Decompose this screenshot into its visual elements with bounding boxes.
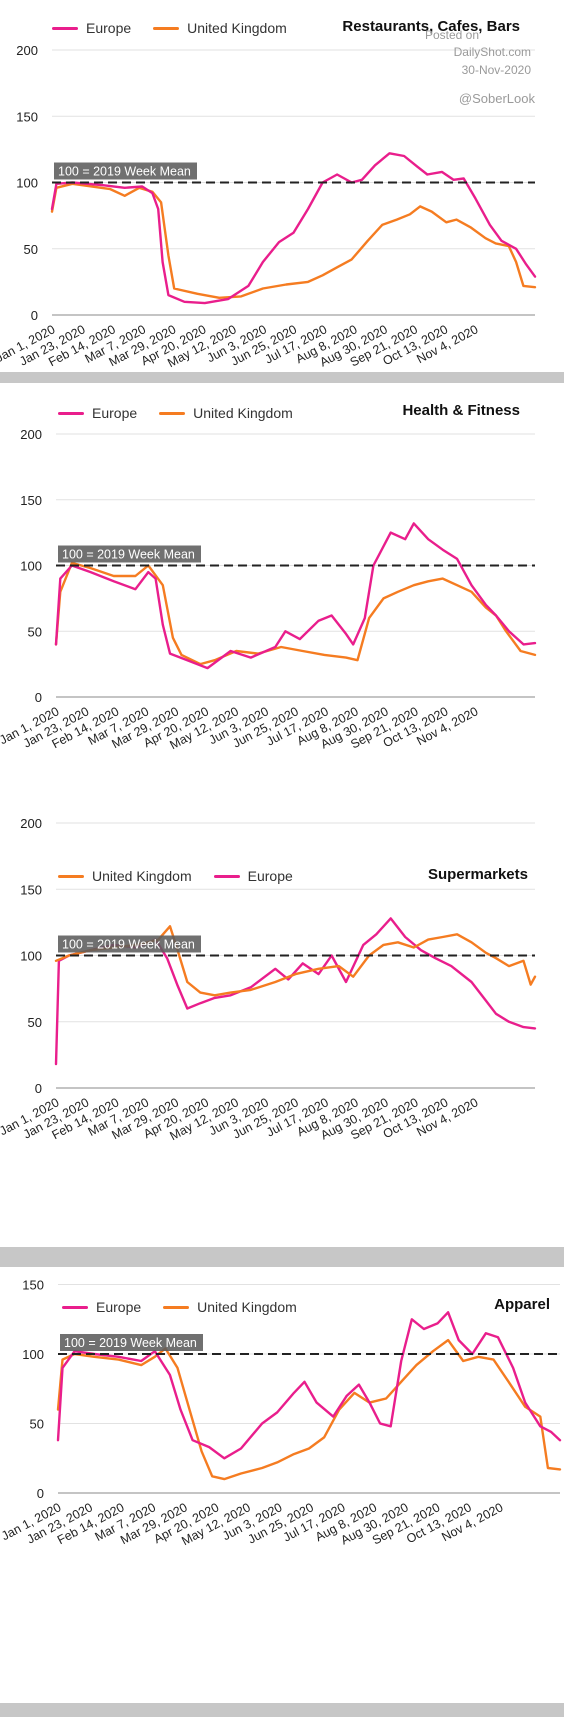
y-tick-label: 0 bbox=[35, 1081, 42, 1096]
reference-label-box bbox=[58, 545, 201, 563]
y-tick-label: 50 bbox=[28, 624, 42, 639]
y-tick-label: 100 bbox=[16, 176, 38, 191]
reference-label: 100 = 2019 Week Mean bbox=[64, 1336, 197, 1350]
series-line bbox=[56, 1338, 562, 1481]
legend-label: United Kingdom bbox=[187, 20, 287, 36]
reference-label: 100 = 2019 Week Mean bbox=[62, 938, 195, 952]
legend-item: United Kingdom bbox=[58, 868, 192, 884]
series-line bbox=[54, 522, 537, 670]
legend-label: United Kingdom bbox=[92, 868, 192, 884]
reference-label-box bbox=[54, 162, 197, 180]
chart-panel: Europe United Kingdom Health & Fitness 0… bbox=[0, 383, 564, 792]
separator bbox=[0, 372, 564, 383]
watermark-date: 30-Nov-2020 bbox=[461, 63, 531, 77]
y-tick-label: 100 bbox=[20, 949, 42, 964]
reference-label: 100 = 2019 Week Mean bbox=[62, 548, 195, 562]
reference-label-box bbox=[60, 1334, 203, 1351]
legend-swatch bbox=[153, 26, 180, 30]
legend-item: Europe bbox=[52, 20, 131, 36]
y-tick-label: 0 bbox=[35, 690, 42, 705]
y-tick-label: 100 bbox=[20, 559, 42, 574]
chart-legend: Europe United Kingdom bbox=[52, 20, 287, 36]
y-tick-label: 100 bbox=[22, 1347, 44, 1362]
chart-title: Supermarkets bbox=[427, 866, 528, 883]
chart-panel: Europe United Kingdom Restaurants, Cafes… bbox=[0, 0, 564, 372]
legend-label: Europe bbox=[247, 868, 293, 884]
series-line bbox=[54, 561, 537, 666]
y-tick-label: 150 bbox=[22, 1278, 44, 1293]
chart-legend: Europe United Kingdom bbox=[58, 405, 293, 421]
y-tick-label: 0 bbox=[37, 1486, 44, 1501]
y-tick-label: 0 bbox=[31, 308, 38, 323]
chart-legend: United Kingdom Europe bbox=[58, 868, 293, 884]
legend-swatch bbox=[58, 411, 84, 415]
legend-item: Europe bbox=[213, 868, 293, 884]
separator bbox=[0, 1703, 564, 1717]
reference-label-box bbox=[58, 935, 201, 953]
y-tick-label: 50 bbox=[24, 242, 38, 257]
legend-swatch bbox=[159, 411, 186, 415]
legend-swatch bbox=[163, 1305, 190, 1309]
y-tick-label: 200 bbox=[20, 816, 42, 831]
y-tick-label: 200 bbox=[20, 427, 42, 442]
legend-label: United Kingdom bbox=[197, 1299, 297, 1315]
chart-legend: Europe United Kingdom bbox=[62, 1299, 297, 1315]
y-tick-label: 50 bbox=[28, 1015, 42, 1030]
legend-item: United Kingdom bbox=[153, 20, 287, 36]
chart-title: Restaurants, Cafes, Bars bbox=[342, 18, 520, 35]
legend-label: Europe bbox=[92, 405, 138, 421]
legend-swatch bbox=[58, 874, 84, 878]
y-tick-label: 150 bbox=[20, 493, 42, 508]
reference-label: 100 = 2019 Week Mean bbox=[58, 165, 191, 179]
chart-panel: United Kingdom Europe Supermarkets 0 50 10… bbox=[0, 792, 564, 1247]
legend-item: United Kingdom bbox=[163, 1299, 297, 1315]
legend-swatch bbox=[52, 26, 78, 30]
series-line bbox=[56, 1311, 562, 1460]
y-tick-label: 150 bbox=[20, 882, 42, 897]
y-tick-label: 150 bbox=[16, 109, 38, 124]
legend-label: Europe bbox=[86, 20, 132, 36]
legend-label: United Kingdom bbox=[193, 405, 293, 421]
watermark-posted: Posted on bbox=[424, 28, 479, 42]
chart-panel: Europe United Kingdom Apparel 0 50 100 150 J… bbox=[0, 1267, 564, 1703]
legend-item: Europe bbox=[58, 405, 137, 421]
legend-label: Europe bbox=[96, 1299, 142, 1315]
separator bbox=[0, 1247, 564, 1267]
chart-title: Health & Fitness bbox=[402, 402, 520, 419]
legend-item: United Kingdom bbox=[159, 405, 293, 421]
watermark-handle: @SoberLook bbox=[458, 91, 535, 106]
legend-swatch bbox=[62, 1305, 88, 1309]
chart-title: Apparel bbox=[494, 1296, 550, 1313]
legend-swatch bbox=[213, 874, 240, 878]
series-line bbox=[50, 182, 537, 299]
y-tick-label: 50 bbox=[30, 1417, 44, 1432]
watermark-site: DailyShot.com bbox=[453, 45, 531, 59]
legend-item: Europe bbox=[62, 1299, 141, 1315]
y-tick-label: 200 bbox=[16, 43, 38, 58]
